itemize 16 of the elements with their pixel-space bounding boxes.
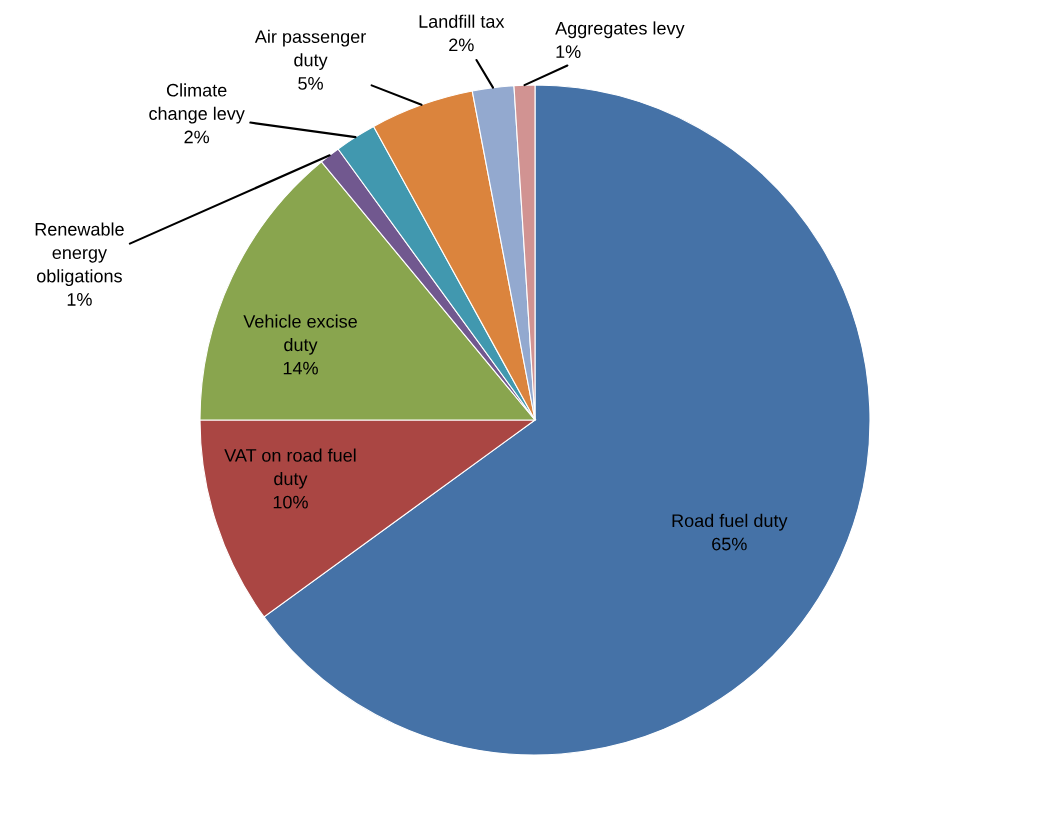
slice-label: Air passenger duty [254,29,366,70]
data-label: 2% [449,38,474,52]
slice-label: Road fuel duty [672,513,788,531]
slice-label: Vehicle excise duty [243,314,357,355]
data-label: 10% [273,495,308,509]
slice-label: VAT on road fuel duty [224,448,356,489]
data-label: 1% [67,293,92,306]
slice-label: Climate change levy [149,83,245,124]
data-label: 14% [283,361,318,375]
slice-label: Renewable energy obligations [35,222,124,286]
slice-label: Aggregates levy [555,21,685,39]
data-label: 65% [712,537,747,551]
data-label: 2% [184,130,210,144]
data-label: 5% [298,77,323,90]
data-label: 1% [556,45,581,58]
slice-label: Landfill tax [419,14,505,28]
